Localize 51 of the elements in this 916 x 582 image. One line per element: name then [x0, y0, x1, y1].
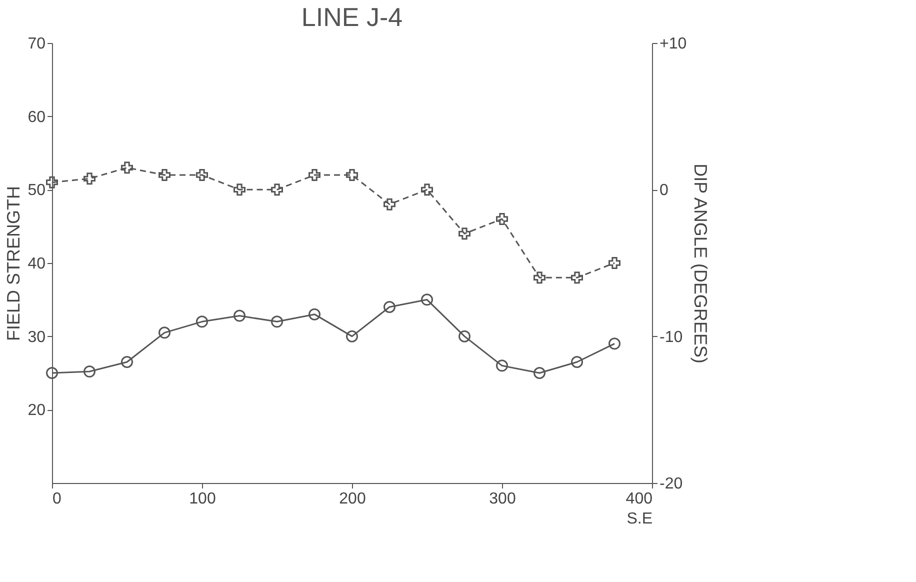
- point: [496, 360, 508, 372]
- point: [571, 272, 583, 284]
- point: [84, 366, 96, 378]
- point: [534, 272, 546, 284]
- point: [271, 316, 283, 328]
- y2-axis-title: DIP ANGLE (DEGREES): [690, 164, 711, 364]
- point: [384, 301, 396, 313]
- point: [496, 213, 508, 225]
- x-axis-title: S.E: [626, 510, 652, 528]
- y-tick-label: 30: [28, 328, 46, 346]
- point: [84, 172, 96, 185]
- y-tick-label: 40: [28, 256, 46, 272]
- point: [46, 176, 58, 188]
- point: [608, 257, 620, 269]
- x-tick-label: 200: [339, 490, 366, 508]
- y-tick-label: 60: [28, 108, 46, 126]
- point: [271, 184, 283, 196]
- point: [308, 169, 320, 181]
- point: [571, 356, 583, 368]
- point: [234, 310, 246, 322]
- point: [346, 330, 358, 342]
- point: [421, 184, 433, 196]
- point: [421, 294, 433, 306]
- point: [196, 316, 208, 328]
- y-tick-label: 70: [28, 36, 46, 52]
- x-tick-label: 0: [52, 490, 62, 508]
- point: [458, 228, 470, 240]
- y-axis-title: FIELD STRENGTH: [4, 186, 24, 342]
- y-tick-label: 20: [28, 402, 46, 420]
- x-tick-label: 300: [489, 490, 516, 508]
- y2-tick-label: -20: [660, 476, 683, 492]
- point: [196, 169, 208, 181]
- x-tick-label: 100: [189, 490, 216, 508]
- chart-title: LINE J-4: [301, 2, 403, 32]
- point: [121, 356, 133, 368]
- point: [158, 326, 170, 339]
- y2-tick-label: -10: [660, 328, 683, 346]
- point: [346, 169, 358, 181]
- point: [158, 169, 170, 181]
- point: [458, 330, 470, 342]
- point: [534, 367, 546, 379]
- y2-tick-label: 0: [660, 182, 668, 200]
- point: [46, 367, 58, 379]
- point: [121, 162, 133, 174]
- point: [608, 338, 620, 350]
- point: [384, 198, 396, 210]
- y2-tick-label: +10: [660, 36, 687, 52]
- point: [234, 184, 246, 196]
- point: [308, 308, 320, 320]
- x-tick-label: 400: [626, 490, 653, 508]
- y-tick-label: 50: [28, 182, 46, 200]
